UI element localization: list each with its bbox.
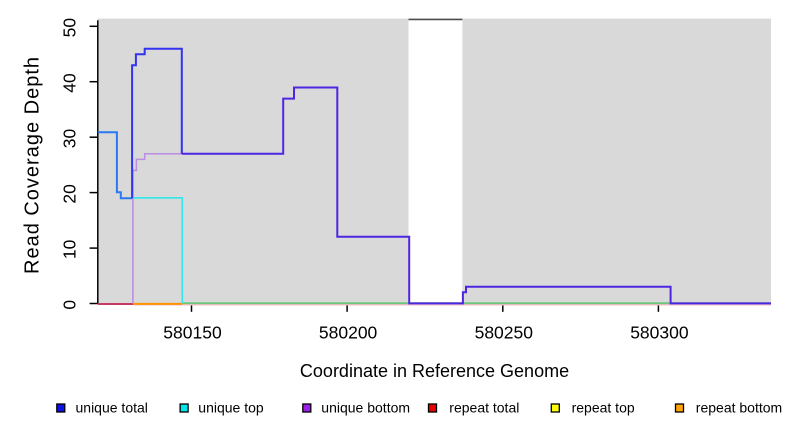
svg-text:repeat total: repeat total [449, 399, 519, 415]
svg-text:20: 20 [60, 184, 80, 204]
svg-text:580150: 580150 [163, 323, 222, 343]
svg-text:40: 40 [60, 73, 80, 93]
svg-text:unique bottom: unique bottom [321, 399, 410, 415]
svg-text:10: 10 [60, 239, 80, 259]
svg-text:50: 50 [60, 18, 80, 38]
svg-text:unique total: unique total [76, 399, 148, 415]
svg-text:repeat bottom: repeat bottom [696, 399, 782, 415]
svg-text:580200: 580200 [319, 323, 378, 343]
svg-text:0: 0 [60, 300, 80, 310]
svg-text:30: 30 [60, 129, 80, 149]
svg-text:Coordinate in Reference Genome: Coordinate in Reference Genome [300, 361, 569, 381]
svg-text:unique top: unique top [198, 399, 264, 415]
svg-text:580250: 580250 [475, 323, 534, 343]
svg-text:repeat top: repeat top [572, 399, 635, 415]
svg-text:580300: 580300 [630, 323, 689, 343]
svg-text:Read Coverage Depth: Read Coverage Depth [22, 56, 44, 274]
